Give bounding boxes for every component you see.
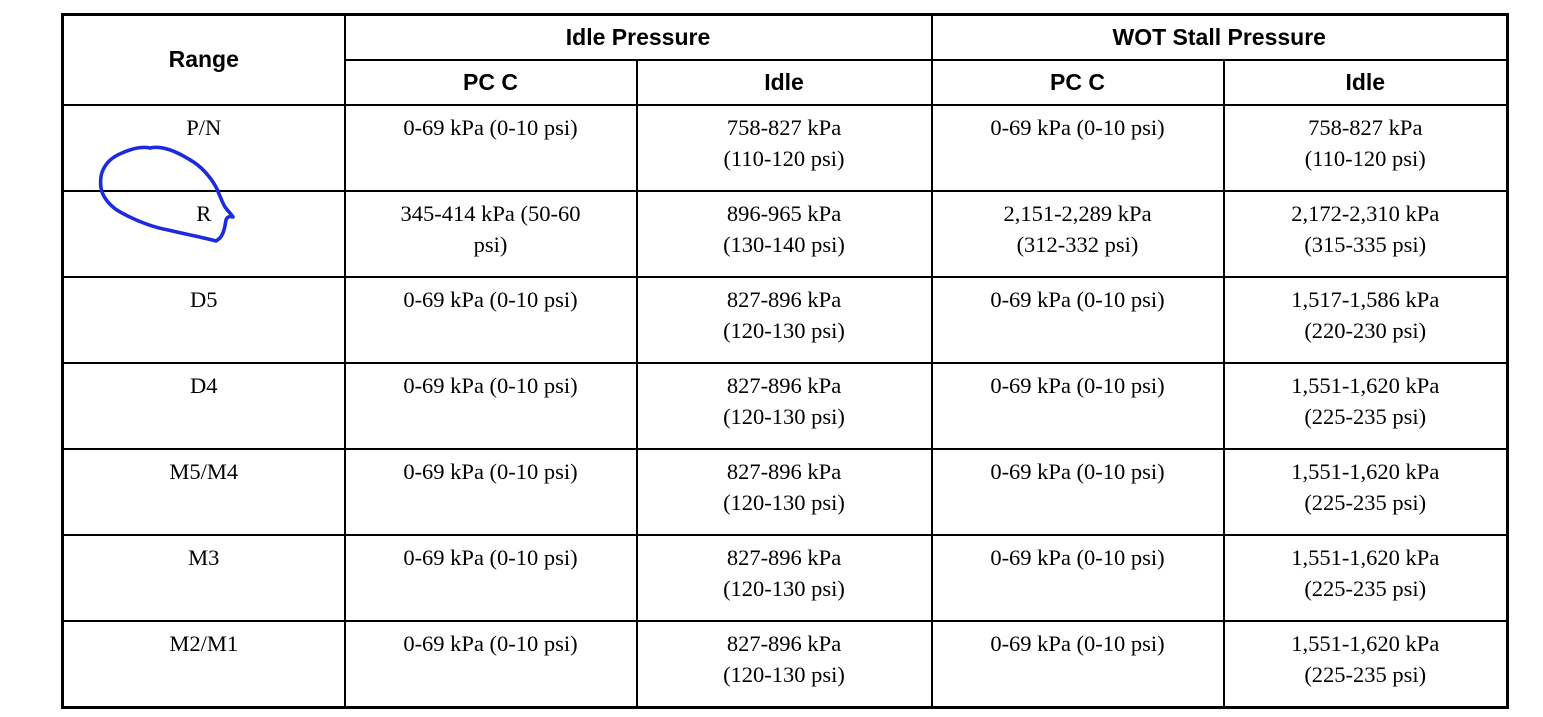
wot-idle-cell: 1,551-1,620 kPa (225-235 psi) xyxy=(1222,447,1509,536)
range-cell: M2/M1 xyxy=(61,619,346,708)
idle-pcc-cell: 0-69 kPa (0-10 psi) xyxy=(343,275,638,364)
wot-idle-cell: 1,551-1,620 kPa (225-235 psi) xyxy=(1222,361,1509,450)
idle-pcc-cell: 0-69 kPa (0-10 psi) xyxy=(343,447,638,536)
wot-idle-cell: 1,517-1,586 kPa (220-230 psi) xyxy=(1222,275,1509,364)
idle-idle-cell: 827-896 kPa (120-130 psi) xyxy=(635,361,933,450)
idle-pcc-cell: 0-69 kPa (0-10 psi) xyxy=(343,619,638,708)
wot-pcc-cell: 0-69 kPa (0-10 psi) xyxy=(930,447,1225,536)
header-idle-pressure: Idle Pressure xyxy=(343,13,933,61)
range-cell-circled: R xyxy=(61,189,346,278)
wot-pcc-cell: 2,151-2,289 kPa (312-332 psi) xyxy=(930,189,1225,278)
header-wot-pcc: PC C xyxy=(930,58,1225,106)
wot-idle-cell: 1,551-1,620 kPa (225-235 psi) xyxy=(1222,533,1509,622)
table-row-pn: P/N 0-69 kPa (0-10 psi) 758-827 kPa (110… xyxy=(61,103,1509,192)
table-row-d4: D4 0-69 kPa (0-10 psi) 827-896 kPa (120-… xyxy=(61,361,1509,450)
idle-idle-cell: 758-827 kPa (110-120 psi) xyxy=(635,103,933,192)
wot-pcc-cell: 0-69 kPa (0-10 psi) xyxy=(930,275,1225,364)
range-cell: P/N xyxy=(61,103,346,192)
range-cell: D4 xyxy=(61,361,346,450)
idle-idle-cell: 896-965 kPa (130-140 psi) xyxy=(635,189,933,278)
wot-pcc-cell: 0-69 kPa (0-10 psi) xyxy=(930,533,1225,622)
header-wot-idle: Idle xyxy=(1222,58,1509,106)
header-sub-row: PC C Idle PC C Idle xyxy=(63,58,1509,106)
idle-pcc-cell: 0-69 kPa (0-10 psi) xyxy=(343,533,638,622)
header-wot-stall-pressure: WOT Stall Pressure xyxy=(930,13,1509,61)
idle-idle-cell: 827-896 kPa (120-130 psi) xyxy=(635,447,933,536)
pressure-spec-table: Range Idle Pressure WOT Stall Pressure P… xyxy=(61,13,1509,709)
wot-idle-cell: 2,172-2,310 kPa (315-335 psi) xyxy=(1222,189,1509,278)
header-idle-pcc: PC C xyxy=(343,58,638,106)
header-group-row: Range Idle Pressure WOT Stall Pressure xyxy=(61,13,1509,106)
table-row-m3: M3 0-69 kPa (0-10 psi) 827-896 kPa (120-… xyxy=(61,533,1509,622)
table-row-r: R 345-414 kPa (50-60 psi) 896-965 kPa (1… xyxy=(61,189,1509,278)
table-row-m5m4: M5/M4 0-69 kPa (0-10 psi) 827-896 kPa (1… xyxy=(61,447,1509,536)
wot-idle-cell: 758-827 kPa (110-120 psi) xyxy=(1222,103,1509,192)
range-cell: M5/M4 xyxy=(61,447,346,536)
idle-pcc-cell: 0-69 kPa (0-10 psi) xyxy=(343,103,638,192)
range-cell: D5 xyxy=(61,275,346,364)
wot-pcc-cell: 0-69 kPa (0-10 psi) xyxy=(930,619,1225,708)
table-row-m2m1: M2/M1 0-69 kPa (0-10 psi) 827-896 kPa (1… xyxy=(61,619,1509,708)
wot-pcc-cell: 0-69 kPa (0-10 psi) xyxy=(930,361,1225,450)
idle-idle-cell: 827-896 kPa (120-130 psi) xyxy=(635,275,933,364)
range-cell: M3 xyxy=(61,533,346,622)
header-range: Range xyxy=(61,13,346,106)
wot-pcc-cell: 0-69 kPa (0-10 psi) xyxy=(930,103,1225,192)
idle-pcc-cell: 345-414 kPa (50-60 psi) xyxy=(343,189,638,278)
header-idle-idle: Idle xyxy=(635,58,933,106)
idle-idle-cell: 827-896 kPa (120-130 psi) xyxy=(635,619,933,708)
wot-idle-cell: 1,551-1,620 kPa (225-235 psi) xyxy=(1222,619,1509,708)
table-row-d5: D5 0-69 kPa (0-10 psi) 827-896 kPa (120-… xyxy=(61,275,1509,364)
idle-pcc-cell: 0-69 kPa (0-10 psi) xyxy=(343,361,638,450)
idle-idle-cell: 827-896 kPa (120-130 psi) xyxy=(635,533,933,622)
